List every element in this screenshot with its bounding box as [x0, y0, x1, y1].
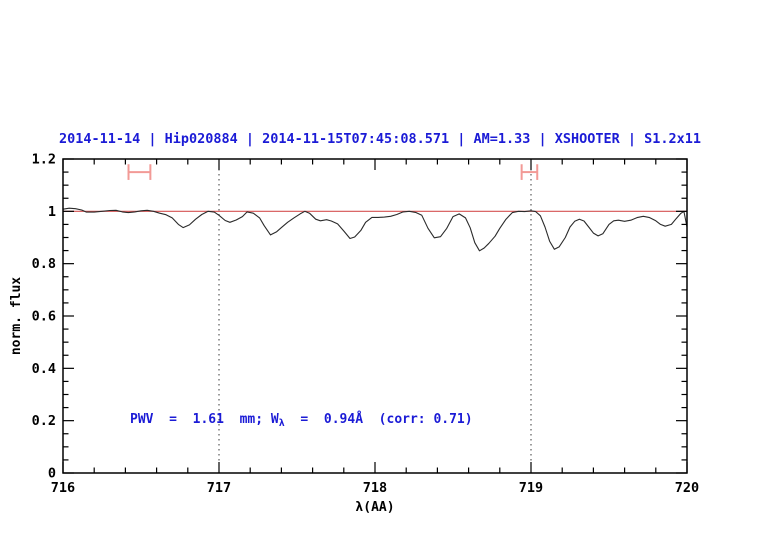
x-tick-label: 719 — [519, 480, 543, 496]
y-tick-label: 1 — [48, 204, 56, 220]
y-tick-label: 1.2 — [32, 152, 56, 168]
x-tick-label: 718 — [363, 480, 387, 496]
x-axis-label: λ(AA) — [355, 500, 394, 515]
x-tick-label: 720 — [675, 480, 699, 496]
x-tick-label: 716 — [51, 480, 75, 496]
pwv-annotation-prefix: PWV = 1.61 mm; W — [130, 412, 279, 427]
lambda-subscript: λ — [278, 418, 285, 429]
y-tick-label: 0 — [48, 466, 56, 482]
y-tick-label: 0.8 — [32, 256, 56, 272]
pwv-annotation-suffix: = 0.94Å (corr: 0.71) — [284, 412, 473, 427]
y-tick-label: 0.2 — [32, 413, 56, 429]
x-tick-label: 717 — [207, 480, 231, 496]
pwv-annotation: PWV = 1.61 mm; Wλ = 0.94Å (corr: 0.71) — [130, 412, 473, 429]
spectrum-line — [62, 207, 688, 252]
plot-title: 2014-11-14 | Hip020884 | 2014-11-15T07:4… — [58, 131, 702, 147]
y-axis-label: norm. flux — [9, 277, 24, 355]
y-tick-label: 0.4 — [32, 361, 56, 377]
y-tick-label: 0.6 — [32, 309, 56, 325]
